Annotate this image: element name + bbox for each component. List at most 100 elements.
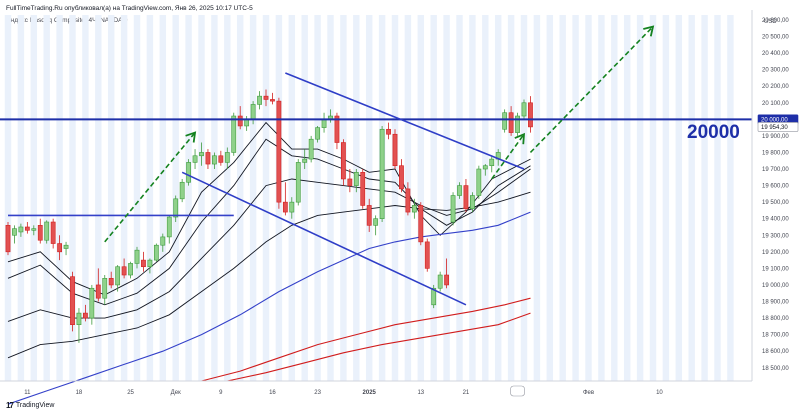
candle-body[interactable] (192, 155, 198, 163)
candle-body[interactable] (128, 263, 133, 276)
candle-body[interactable] (173, 198, 179, 218)
candle-body[interactable] (179, 181, 185, 200)
grid-stripe (249, 15, 257, 381)
candle-body[interactable] (366, 205, 372, 226)
candle-body[interactable] (83, 312, 88, 319)
grid-stripe (198, 15, 205, 381)
candle-body[interactable] (89, 287, 95, 319)
candle-body[interactable] (18, 226, 24, 233)
price-label-text: 19 954,30 (761, 125, 788, 131)
grid-stripe (727, 15, 734, 381)
candle-body[interactable] (476, 168, 482, 196)
moving-average-line (7, 168, 531, 322)
candle-body[interactable] (57, 243, 62, 253)
candle-body[interactable] (489, 158, 495, 167)
candle-body[interactable] (5, 225, 11, 253)
time-tick-label: 13 (417, 390, 424, 396)
candle-body[interactable] (37, 225, 43, 241)
candle-body[interactable] (463, 185, 469, 210)
candle-body[interactable] (444, 274, 449, 286)
price-axis[interactable]: 18 500,00 18 600,00 18 700,00 18 800,00 18 9… (751, 10, 799, 381)
candle-body[interactable] (12, 228, 17, 236)
candle-body[interactable] (250, 104, 256, 120)
candle-body[interactable] (399, 165, 404, 190)
candle-body[interactable] (482, 165, 488, 170)
candle-body[interactable] (334, 115, 340, 143)
candle-body[interactable] (521, 102, 527, 117)
candle-body[interactable] (147, 259, 153, 268)
candle-body[interactable] (63, 244, 69, 249)
candle-body[interactable] (528, 102, 533, 128)
trend-line[interactable] (181, 171, 467, 306)
candle-body[interactable] (295, 162, 301, 203)
candle-body[interactable] (276, 100, 282, 203)
candle-body[interactable] (373, 218, 379, 226)
candle-body[interactable] (153, 244, 159, 261)
candle-body[interactable] (431, 287, 437, 306)
grid-stripe (675, 15, 683, 381)
candle-body[interactable] (237, 115, 243, 127)
candle-body[interactable] (199, 152, 204, 157)
arrow-line[interactable] (529, 26, 654, 154)
price-label-box (757, 122, 799, 132)
candle-body[interactable] (102, 278, 108, 299)
candle-body[interactable] (50, 221, 56, 244)
candle-body[interactable] (44, 221, 50, 241)
candle-body[interactable] (186, 162, 191, 183)
candle-body[interactable] (450, 195, 456, 223)
candle-body[interactable] (418, 205, 424, 243)
grid-stripe (353, 15, 360, 381)
candle-body[interactable] (405, 188, 411, 213)
time-tick-label: 9 (219, 390, 223, 396)
candle-body[interactable] (31, 228, 37, 231)
candle-body[interactable] (340, 142, 346, 180)
candle-body[interactable] (379, 128, 385, 220)
candle-body[interactable] (270, 99, 275, 102)
candle-body[interactable] (218, 155, 224, 163)
candle-body[interactable] (508, 112, 514, 133)
candle-body[interactable] (289, 201, 295, 213)
candle-body[interactable] (386, 128, 391, 135)
candle-body[interactable] (282, 201, 288, 213)
trend-line[interactable] (285, 72, 525, 170)
candle-body[interactable] (469, 195, 475, 210)
candle-body[interactable] (70, 276, 75, 325)
candle-body[interactable] (115, 266, 121, 286)
time-tick-label: 11 (24, 390, 31, 396)
candle-body[interactable] (457, 185, 462, 196)
candle-body[interactable] (515, 115, 520, 133)
candle-body[interactable] (76, 312, 82, 325)
candle-body[interactable] (321, 119, 327, 128)
candle-body[interactable] (424, 241, 430, 269)
candle-body[interactable] (353, 172, 359, 186)
candle-body[interactable] (224, 152, 230, 163)
candle-body[interactable] (231, 115, 237, 153)
candle-body[interactable] (166, 216, 172, 238)
grid-stripe (43, 15, 50, 381)
candle-body[interactable] (302, 158, 308, 163)
time-axis[interactable]: 111825Дек916232025132127Фев10 (0, 380, 752, 397)
arrow-line[interactable] (491, 133, 525, 180)
price-tick-label: 19 900,00 (762, 134, 789, 140)
candle-body[interactable] (134, 249, 140, 264)
candle-body[interactable] (141, 259, 146, 268)
candle-body[interactable] (121, 266, 127, 276)
candle-body[interactable] (360, 172, 366, 206)
candle-body[interactable] (24, 226, 30, 231)
candle-body[interactable] (411, 205, 417, 213)
time-tick-label: 23 (314, 390, 321, 396)
candle-body[interactable] (263, 95, 269, 100)
candle-body[interactable] (160, 236, 166, 246)
candle-body[interactable] (108, 278, 114, 286)
candle-body[interactable] (257, 95, 262, 105)
candle-body[interactable] (212, 155, 217, 165)
candle-body[interactable] (205, 152, 211, 165)
candle-body[interactable] (95, 284, 101, 299)
grid-stripes (4, 15, 734, 381)
candle-body[interactable] (502, 112, 508, 130)
candle-body[interactable] (437, 274, 443, 289)
candle-body[interactable] (347, 178, 353, 186)
candle-body[interactable] (392, 133, 398, 167)
candle-body[interactable] (308, 138, 314, 160)
candle-body[interactable] (315, 127, 320, 140)
